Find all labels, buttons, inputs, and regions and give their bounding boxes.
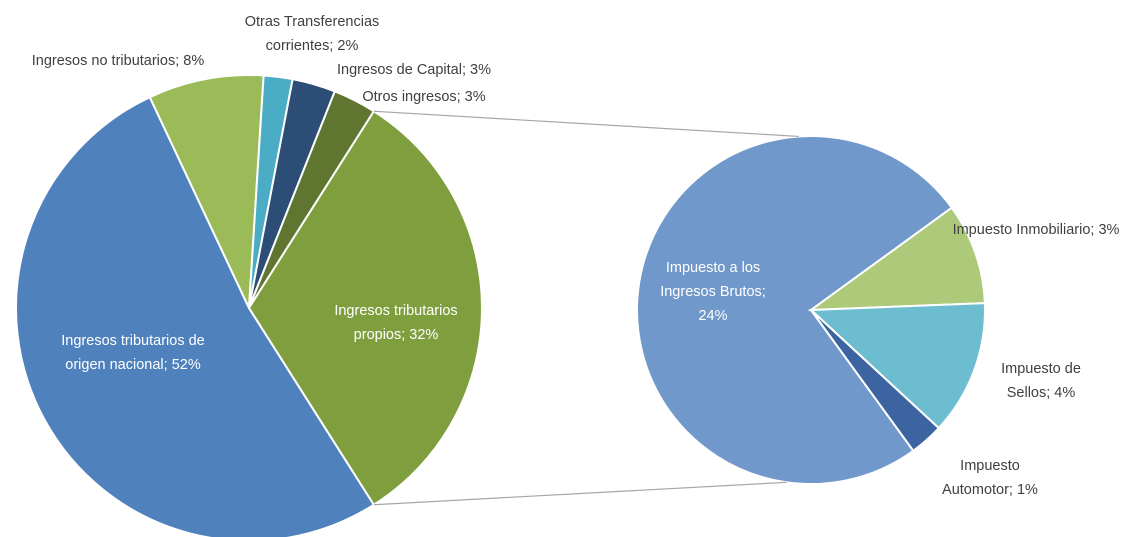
- data-label: Automotor; 1%: [942, 482, 1038, 498]
- data-label: corrientes; 2%: [266, 38, 359, 54]
- data-label: Ingresos no tributarios; 8%: [32, 53, 205, 69]
- pie-slice: [247, 109, 483, 507]
- data-label: Otras Transferencias: [245, 14, 380, 30]
- connector-line: [373, 481, 787, 506]
- pie-slice: [807, 206, 986, 312]
- pie-slice: [15, 95, 376, 537]
- data-label: Ingresos tributarios: [334, 303, 457, 319]
- data-label: 24%: [698, 308, 727, 324]
- data-label: propios; 32%: [354, 327, 439, 343]
- data-label: Impuesto a los: [666, 260, 760, 276]
- data-label: Ingresos de Capital; 3%: [337, 62, 491, 78]
- pie-slice: [148, 74, 265, 309]
- pie-slice: [810, 309, 941, 453]
- pie-slice: [808, 302, 986, 430]
- data-label: Ingresos tributarios de: [61, 333, 204, 349]
- data-label: Impuesto Inmobiliario; 3%: [953, 222, 1120, 238]
- data-label: origen nacional; 52%: [65, 357, 201, 373]
- data-label: Impuesto: [960, 458, 1020, 474]
- data-label: Ingresos Brutos;: [660, 284, 766, 300]
- data-label: Otros ingresos; 3%: [362, 89, 485, 105]
- connector-line: [373, 110, 799, 138]
- data-label: Sellos; 4%: [1007, 385, 1076, 401]
- data-label: Impuesto de: [1001, 361, 1081, 377]
